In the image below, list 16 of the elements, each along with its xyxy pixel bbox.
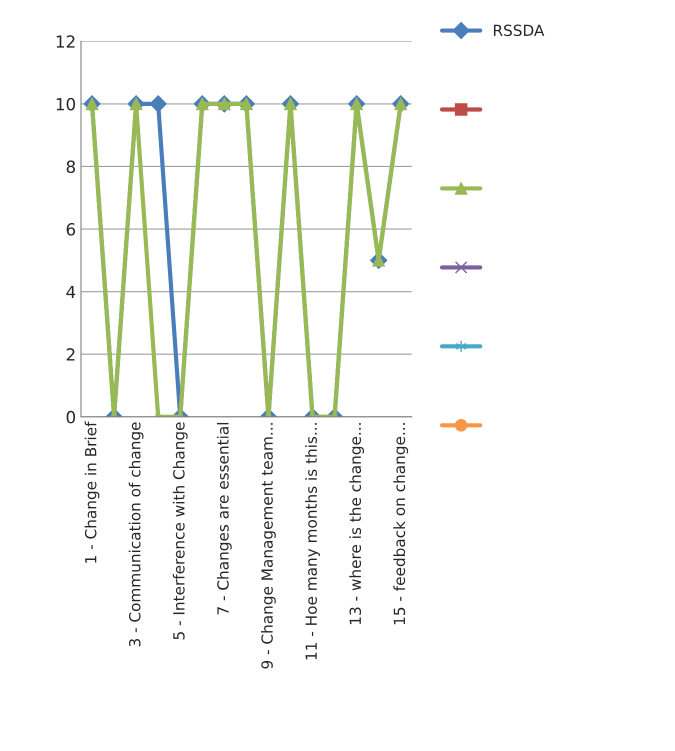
- x-tick-label: 1 - Change in Brief: [84, 421, 100, 563]
- y-tick-label: 10: [56, 98, 76, 110]
- x-tick-label: 7 - Changes are essential: [216, 422, 232, 614]
- x-tick-label: 15 - feedback on change...: [393, 423, 408, 624]
- legend-label: RSSDA: [494, 24, 544, 36]
- y-tick-label: 6: [66, 223, 76, 236]
- x-tick-label: 11 - Hoe many months is this...: [305, 423, 320, 660]
- y-tick-label: 12: [56, 35, 74, 48]
- y-tick-label: 2: [66, 348, 74, 361]
- x-tick-label: 9 - Change Management team...: [261, 423, 276, 669]
- x-tick-label: 3 - Communication of change: [128, 422, 144, 646]
- y-tick-label: 8: [66, 160, 75, 174]
- x-tick-label: 5 - Interference with Change: [172, 422, 188, 640]
- y-tick-label: 0: [66, 410, 76, 424]
- y-tick-label: 4: [66, 286, 76, 298]
- x-tick-label: 13 - where is the change...: [349, 423, 364, 624]
